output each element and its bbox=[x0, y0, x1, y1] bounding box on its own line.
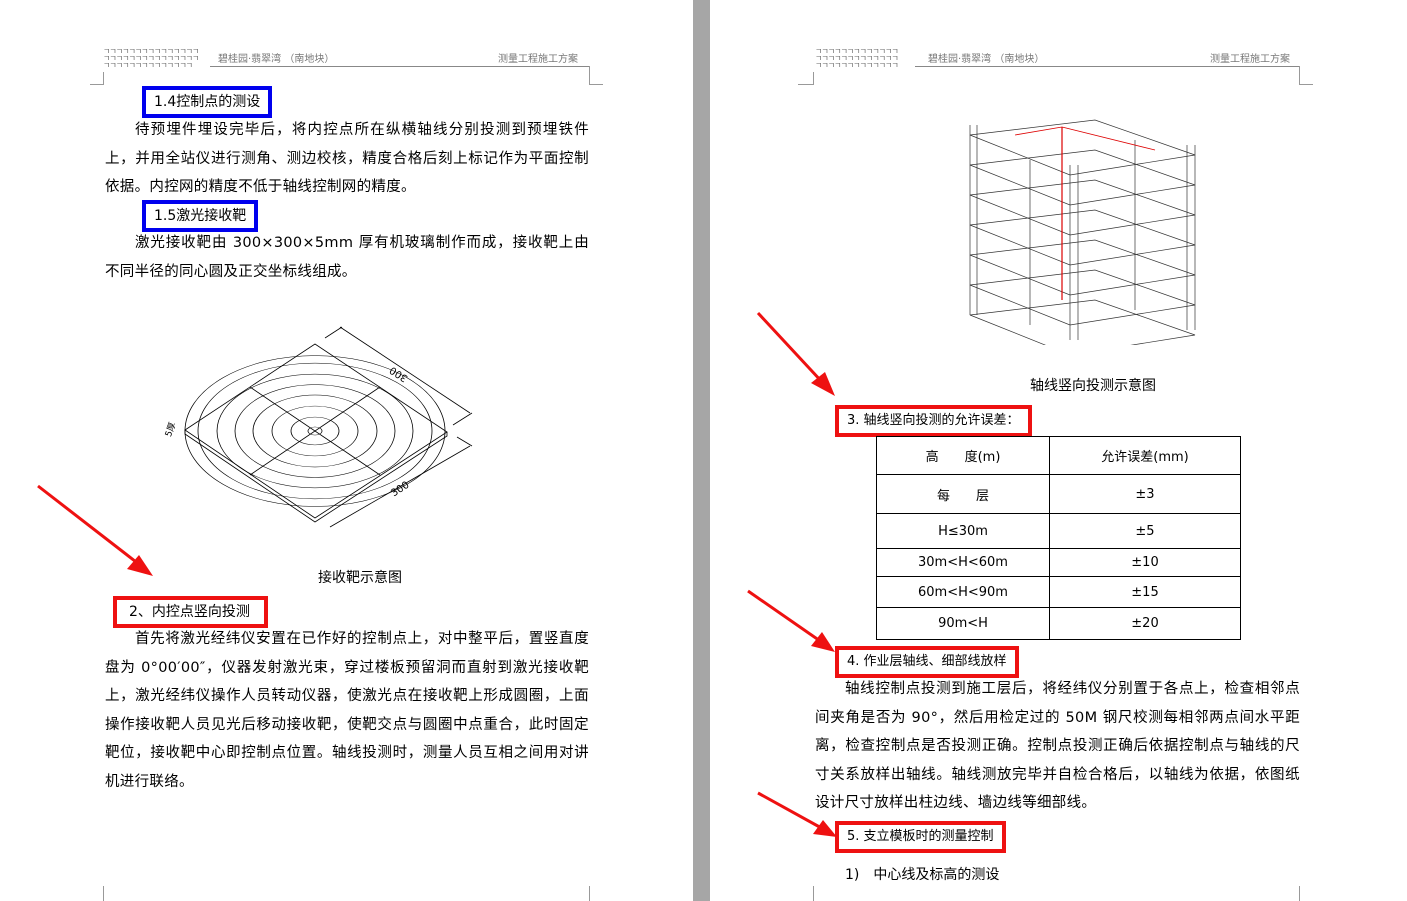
dim-label-2: 300 bbox=[389, 480, 411, 500]
arrow-icon bbox=[37, 484, 153, 576]
arrow-icon bbox=[756, 311, 835, 396]
table-row: 60m<H<90m ±15 bbox=[876, 576, 1241, 608]
heading-5: 5. 支立模板时的测量控制 bbox=[835, 821, 1006, 853]
figure-caption: 接收靶示意图 bbox=[318, 570, 402, 586]
heading-2: 2、内控点竖向投测 bbox=[113, 596, 268, 628]
header-doc-title: 测量工程施工方案 bbox=[498, 54, 578, 65]
tolerance-table: 高 度(m) 允许误差(mm) 每 层 ±3 H≤30m ±5 30m<H<60m ±1… bbox=[876, 436, 1241, 640]
arrow-icon bbox=[757, 791, 837, 837]
header-project: 碧桂园·翡翠湾 （南地块） bbox=[218, 54, 335, 65]
heading-1-5: 1.5激光接收靶 bbox=[142, 200, 259, 232]
header-rule bbox=[210, 66, 590, 67]
paragraph-4: 轴线控制点投测到施工层后，将经纬仪分别置于各点上，检查相邻点间夹角是否为 90°… bbox=[815, 681, 1300, 812]
target-diagram: 300 300 5厚 bbox=[163, 326, 473, 528]
heading-4: 4. 作业层轴线、细部线放样 bbox=[835, 646, 1019, 678]
header-decoration: ㄱㄱㄱㄱㄱㄱㄱㄱㄱㄱㄱㄱㄱ ㄱㄱㄱㄱㄱㄱㄱㄱㄱㄱㄱㄱㄱ ㄱㄱㄱㄱㄱㄱㄱㄱㄱㄱㄱㄱㄱ bbox=[815, 47, 899, 70]
figure-caption: 轴线竖向投测示意图 bbox=[1030, 378, 1156, 394]
thickness-label: 5厚 bbox=[163, 421, 178, 439]
paragraph-1-5: 激光接收靶由 300×300×5mm 厚有机玻璃制作而成，接收靶上由不同半径的同… bbox=[105, 235, 589, 280]
table-row: 90m<H ±20 bbox=[876, 607, 1241, 640]
building-diagram bbox=[969, 119, 1196, 345]
table-row: H≤30m ±5 bbox=[876, 513, 1241, 549]
header-cell: 高 度(m) bbox=[876, 436, 1050, 475]
header-cell: 允许误差(mm) bbox=[1049, 436, 1241, 475]
page-right: ㄱㄱㄱㄱㄱㄱㄱㄱㄱㄱㄱㄱㄱ ㄱㄱㄱㄱㄱㄱㄱㄱㄱㄱㄱㄱㄱ ㄱㄱㄱㄱㄱㄱㄱㄱㄱㄱㄱㄱㄱ … bbox=[710, 0, 1407, 901]
dim-label-1: 300 bbox=[388, 364, 410, 384]
table-row: 30m<H<60m ±10 bbox=[876, 548, 1241, 577]
heading-1-4: 1.4控制点的测设 bbox=[142, 86, 273, 118]
table-row: 每 层 ±3 bbox=[876, 474, 1241, 514]
header-project: 碧桂园·翡翠湾 （南地块） bbox=[928, 54, 1045, 65]
paragraph-1-4: 待预埋件埋设完毕后，将内控点所在纵横轴线分别投测到预埋铁件上，并用全站仪进行测角… bbox=[105, 122, 589, 196]
paragraph-2: 首先将激光经纬仪安置在已作好的控制点上，对中整平后，置竖直度盘为 0°00′00… bbox=[105, 631, 589, 790]
header-doc-title: 测量工程施工方案 bbox=[1210, 54, 1290, 65]
heading-3: 3. 轴线竖向投测的允许误差： bbox=[835, 405, 1032, 437]
page-left: ㄱㄱㄱㄱㄱㄱㄱㄱㄱㄱㄱㄱㄱㄱㄱ ㄱㄱㄱㄱㄱㄱㄱㄱㄱㄱㄱㄱㄱㄱㄱ ㄱㄱㄱㄱㄱㄱㄱㄱㄱㄱ… bbox=[0, 0, 693, 901]
header-decoration: ㄱㄱㄱㄱㄱㄱㄱㄱㄱㄱㄱㄱㄱㄱㄱ ㄱㄱㄱㄱㄱㄱㄱㄱㄱㄱㄱㄱㄱㄱㄱ ㄱㄱㄱㄱㄱㄱㄱㄱㄱㄱ… bbox=[103, 47, 199, 70]
arrow-icon bbox=[747, 589, 835, 652]
header-rule bbox=[915, 66, 1300, 67]
subheading-1: 1) 中心线及标高的测设 bbox=[845, 867, 1000, 883]
